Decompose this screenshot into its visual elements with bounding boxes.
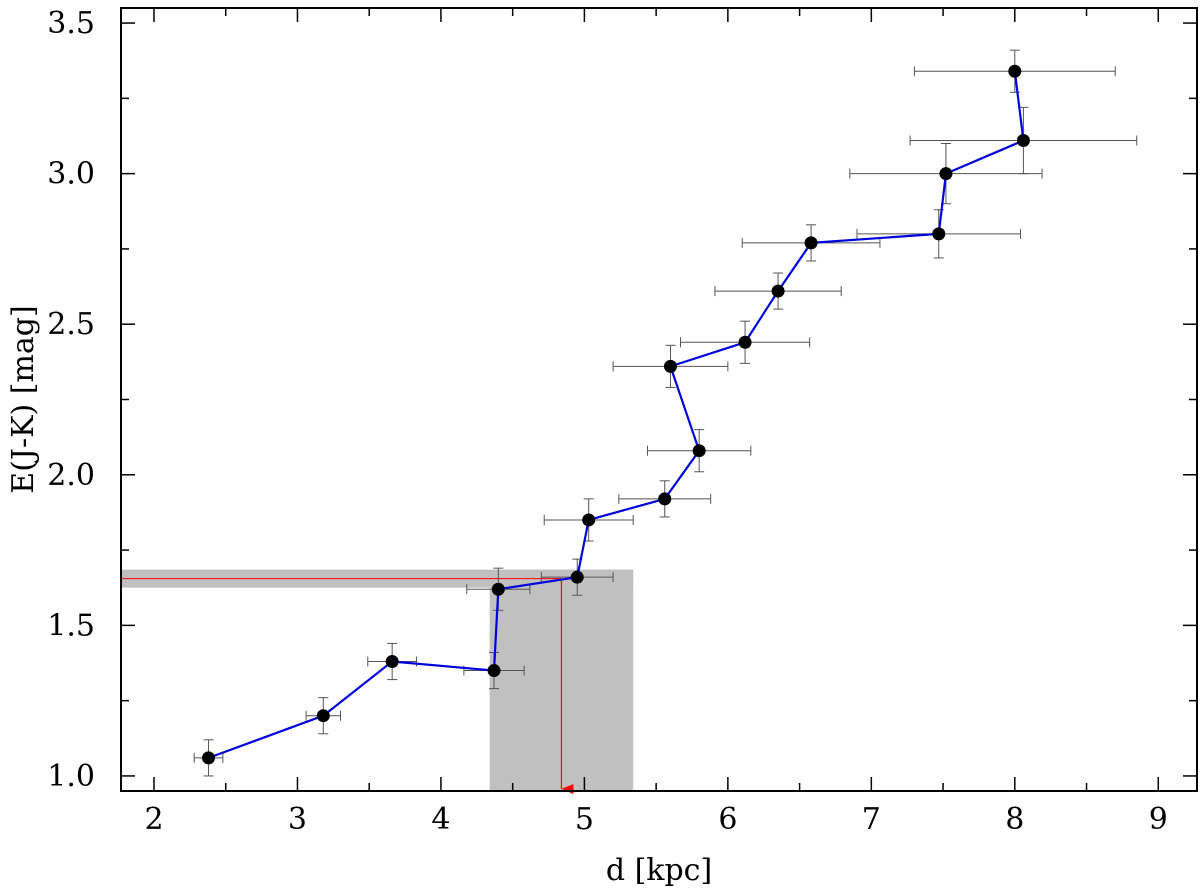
y-tick-label: 2.5 <box>47 307 95 342</box>
y-tick-label: 1.0 <box>47 759 95 794</box>
data-point <box>804 236 818 250</box>
data-point <box>1008 64 1022 78</box>
y-tick-label: 3.5 <box>47 6 95 41</box>
error-bars <box>193 49 1138 777</box>
x-axis-label: d [kpc] <box>606 853 712 888</box>
data-point <box>570 570 584 584</box>
y-axis-tick-labels: 1.0 1.5 2.0 2.5 3.0 3.5 <box>47 6 95 794</box>
x-tick-label: 3 <box>288 802 307 837</box>
data-point <box>491 582 505 596</box>
y-axis-label: E(J-K) [mag] <box>6 305 41 493</box>
data-points <box>202 64 1030 765</box>
x-tick-label: 8 <box>1005 802 1024 837</box>
data-point <box>1016 134 1030 148</box>
data-point <box>932 227 946 241</box>
data-point <box>738 335 752 349</box>
data-point <box>582 513 596 527</box>
error-bar <box>367 642 418 681</box>
axis-ticks <box>121 8 1197 791</box>
data-point <box>692 444 706 458</box>
distance-estimate-markers <box>121 578 574 794</box>
x-tick-label: 9 <box>1149 802 1168 837</box>
data-point <box>939 167 953 181</box>
data-point <box>663 359 677 373</box>
x-tick-label: 7 <box>862 802 881 837</box>
x-tick-label: 2 <box>144 802 163 837</box>
data-point <box>658 492 672 506</box>
data-point <box>385 655 399 669</box>
x-tick-label: 4 <box>431 802 450 837</box>
data-point <box>316 709 330 723</box>
x-tick-label: 6 <box>718 802 737 837</box>
x-axis-tick-labels: 2 3 4 5 6 7 8 9 <box>144 802 1167 837</box>
y-tick-label: 2.0 <box>47 458 95 493</box>
data-point <box>202 751 216 765</box>
y-tick-label: 3.0 <box>47 157 95 192</box>
plot-frame <box>120 7 1198 792</box>
data-point <box>771 284 785 298</box>
data-point <box>487 664 501 678</box>
x-tick-label: 5 <box>575 802 594 837</box>
y-tick-label: 1.5 <box>47 608 95 643</box>
